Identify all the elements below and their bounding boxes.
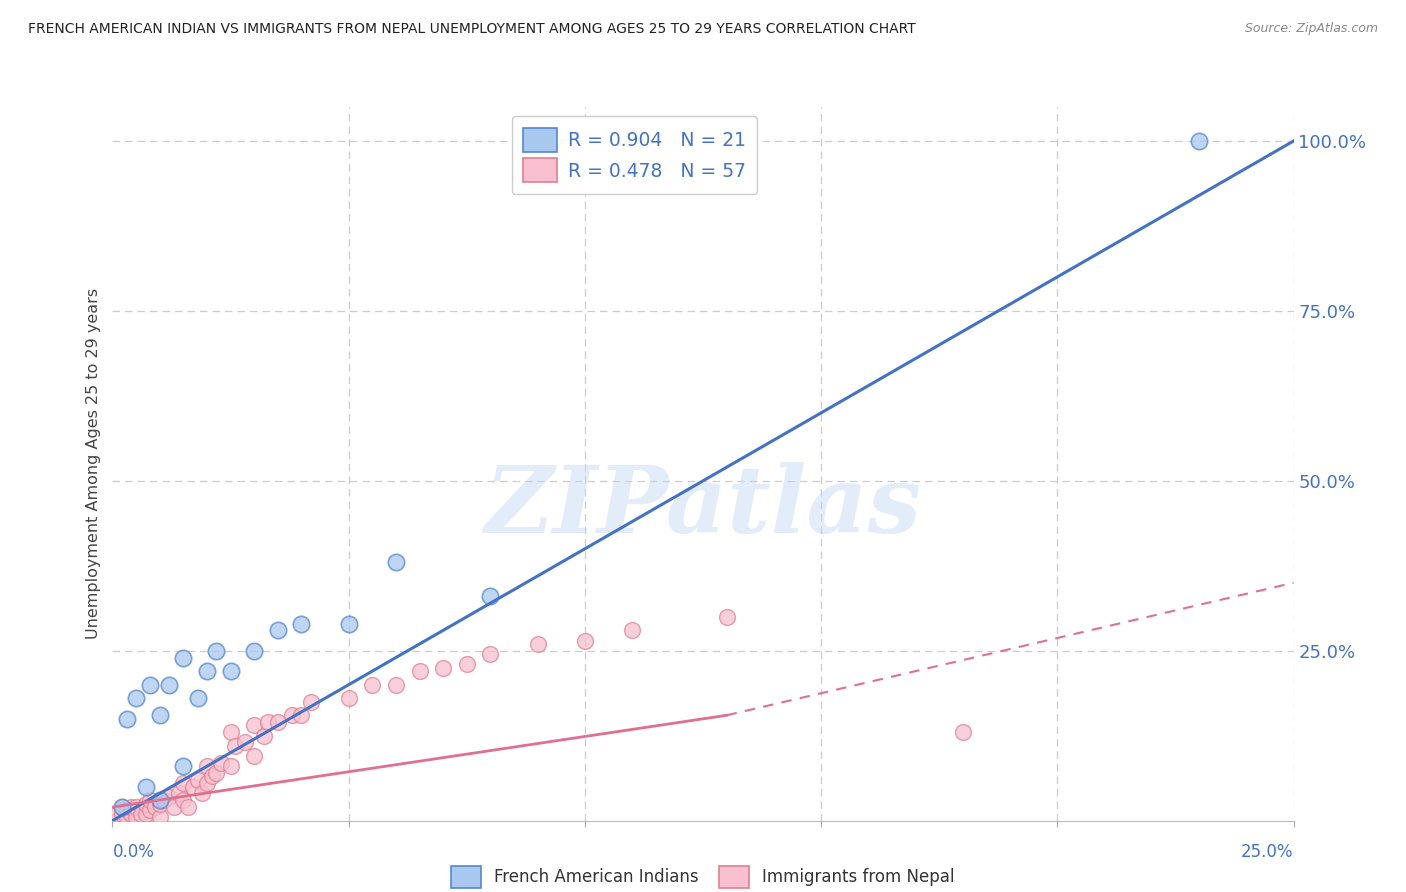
- Point: [1188, 134, 1211, 148]
- Text: ZIPatlas: ZIPatlas: [485, 462, 921, 551]
- Point: [574, 633, 596, 648]
- Point: [143, 800, 166, 814]
- Point: [153, 793, 176, 807]
- Point: [267, 624, 290, 638]
- Point: [115, 804, 138, 818]
- Point: [105, 806, 128, 821]
- Point: [526, 637, 548, 651]
- Point: [361, 678, 384, 692]
- Point: [716, 609, 738, 624]
- Point: [177, 800, 200, 814]
- Point: [243, 749, 266, 764]
- Point: [111, 800, 134, 814]
- Point: [621, 624, 644, 638]
- Point: [337, 691, 360, 706]
- Point: [253, 729, 276, 743]
- Point: [172, 650, 194, 665]
- Point: [337, 616, 360, 631]
- Point: [191, 787, 214, 801]
- Point: [209, 756, 232, 770]
- Point: [172, 759, 194, 773]
- Point: [456, 657, 478, 672]
- Point: [195, 759, 218, 773]
- Point: [157, 789, 180, 804]
- Point: [243, 644, 266, 658]
- Text: 0.0%: 0.0%: [112, 843, 155, 861]
- Point: [243, 718, 266, 732]
- Point: [233, 735, 256, 749]
- Point: [157, 678, 180, 692]
- Point: [186, 772, 208, 787]
- Y-axis label: Unemployment Among Ages 25 to 29 years: Unemployment Among Ages 25 to 29 years: [86, 288, 101, 640]
- Point: [205, 766, 228, 780]
- Point: [149, 810, 172, 824]
- Point: [135, 797, 157, 811]
- Point: [195, 776, 218, 790]
- Point: [172, 793, 194, 807]
- Point: [111, 800, 134, 814]
- Point: [385, 555, 408, 569]
- Point: [149, 797, 172, 811]
- Point: [186, 691, 208, 706]
- Point: [952, 725, 974, 739]
- Point: [281, 708, 304, 723]
- Point: [105, 814, 128, 828]
- Point: [125, 691, 148, 706]
- Point: [139, 804, 162, 818]
- Text: Source: ZipAtlas.com: Source: ZipAtlas.com: [1244, 22, 1378, 36]
- Point: [167, 787, 190, 801]
- Point: [115, 712, 138, 726]
- Point: [149, 793, 172, 807]
- Point: [219, 664, 242, 678]
- Point: [290, 708, 312, 723]
- Point: [135, 780, 157, 794]
- Point: [163, 800, 186, 814]
- Point: [111, 806, 134, 821]
- Point: [139, 678, 162, 692]
- Point: [120, 800, 142, 814]
- Point: [267, 715, 290, 730]
- Point: [408, 664, 430, 678]
- Point: [115, 810, 138, 824]
- Point: [201, 769, 224, 783]
- Point: [149, 708, 172, 723]
- Point: [181, 780, 204, 794]
- Text: FRENCH AMERICAN INDIAN VS IMMIGRANTS FROM NEPAL UNEMPLOYMENT AMONG AGES 25 TO 29: FRENCH AMERICAN INDIAN VS IMMIGRANTS FRO…: [28, 22, 915, 37]
- Point: [139, 793, 162, 807]
- Point: [195, 664, 218, 678]
- Point: [125, 800, 148, 814]
- Point: [385, 678, 408, 692]
- Point: [432, 661, 454, 675]
- Point: [135, 806, 157, 821]
- Text: 25.0%: 25.0%: [1241, 843, 1294, 861]
- Point: [257, 715, 280, 730]
- Point: [479, 647, 502, 661]
- Point: [172, 776, 194, 790]
- Point: [219, 725, 242, 739]
- Point: [120, 806, 142, 821]
- Point: [290, 616, 312, 631]
- Point: [479, 590, 502, 604]
- Point: [125, 810, 148, 824]
- Point: [219, 759, 242, 773]
- Point: [224, 739, 246, 753]
- Legend: French American Indians, Immigrants from Nepal: French American Indians, Immigrants from…: [444, 860, 962, 892]
- Point: [205, 644, 228, 658]
- Point: [299, 695, 322, 709]
- Point: [129, 806, 152, 821]
